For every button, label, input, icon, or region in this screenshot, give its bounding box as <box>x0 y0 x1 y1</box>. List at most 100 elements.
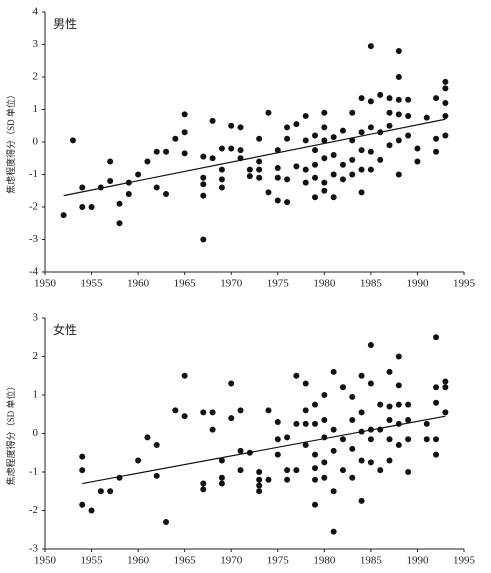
point <box>395 74 402 80</box>
point <box>69 137 76 144</box>
point <box>405 417 412 424</box>
point <box>246 173 253 180</box>
point <box>107 178 114 184</box>
point <box>284 176 291 183</box>
point <box>284 135 291 142</box>
point <box>284 199 291 206</box>
trend-line <box>82 415 446 485</box>
point <box>312 174 319 181</box>
y-tick-label: -2 <box>29 201 38 213</box>
point <box>386 109 393 116</box>
point <box>209 409 216 416</box>
point <box>181 129 188 136</box>
point <box>395 171 402 178</box>
point <box>349 474 356 481</box>
y-tick-label: 0 <box>33 427 39 439</box>
point <box>88 507 95 514</box>
point <box>181 413 188 420</box>
point <box>395 353 402 360</box>
point <box>386 403 393 410</box>
point <box>218 145 225 152</box>
point <box>377 467 384 474</box>
point <box>367 380 374 387</box>
point <box>153 184 160 191</box>
point <box>265 407 272 414</box>
point <box>395 137 402 144</box>
point <box>433 436 440 443</box>
point <box>321 109 328 116</box>
point <box>395 442 402 449</box>
point <box>302 166 309 173</box>
point <box>321 474 328 481</box>
point <box>386 122 393 129</box>
point <box>330 171 337 178</box>
y-tick-label: 2 <box>33 350 39 362</box>
point <box>405 132 412 139</box>
point <box>293 121 300 128</box>
point <box>386 457 393 464</box>
point <box>60 212 67 219</box>
point <box>135 457 142 464</box>
point <box>200 174 207 181</box>
point <box>442 100 449 106</box>
point <box>79 184 86 191</box>
point <box>442 378 449 385</box>
point <box>433 334 440 341</box>
point <box>442 113 449 119</box>
point <box>246 166 253 173</box>
point <box>274 165 281 171</box>
point <box>284 124 291 131</box>
point <box>209 426 216 433</box>
point <box>358 166 365 173</box>
x-tick-label: 1985 <box>360 555 383 567</box>
point <box>107 488 114 495</box>
trend-line <box>63 118 446 197</box>
point <box>153 148 160 155</box>
point <box>172 135 179 142</box>
point <box>377 156 384 163</box>
point <box>349 156 356 163</box>
point <box>293 163 300 170</box>
point <box>200 153 207 160</box>
point <box>274 174 281 181</box>
point <box>321 187 328 194</box>
x-tick-label: 1995 <box>453 555 476 567</box>
x-tick-label: 1955 <box>81 278 104 290</box>
point <box>237 407 244 414</box>
panel-title: 女性 <box>53 322 77 337</box>
point <box>125 191 132 197</box>
point <box>312 476 319 483</box>
point <box>284 434 291 441</box>
point <box>312 401 319 408</box>
point <box>405 113 412 119</box>
point <box>218 457 225 464</box>
point <box>330 194 337 201</box>
point <box>228 380 235 387</box>
point <box>274 451 281 458</box>
point <box>395 401 402 408</box>
point <box>330 447 337 454</box>
point <box>405 96 412 103</box>
point <box>339 127 346 134</box>
y-tick-label: -1 <box>29 168 38 180</box>
point <box>218 480 225 487</box>
point <box>339 176 346 183</box>
point <box>116 200 123 207</box>
y-tick-label: 3 <box>33 312 39 324</box>
point <box>256 482 263 489</box>
point <box>293 420 300 427</box>
point <box>395 111 402 118</box>
point <box>237 147 244 154</box>
x-tick-label: 1965 <box>174 278 197 290</box>
point <box>79 501 86 508</box>
point <box>274 147 281 154</box>
point <box>405 401 412 408</box>
point <box>163 519 170 526</box>
point <box>442 85 449 92</box>
point <box>367 166 374 173</box>
point <box>181 111 188 118</box>
point <box>256 135 263 142</box>
point <box>386 417 393 424</box>
y-tick-label: -3 <box>29 543 39 555</box>
y-tick-label: 3 <box>33 38 39 50</box>
